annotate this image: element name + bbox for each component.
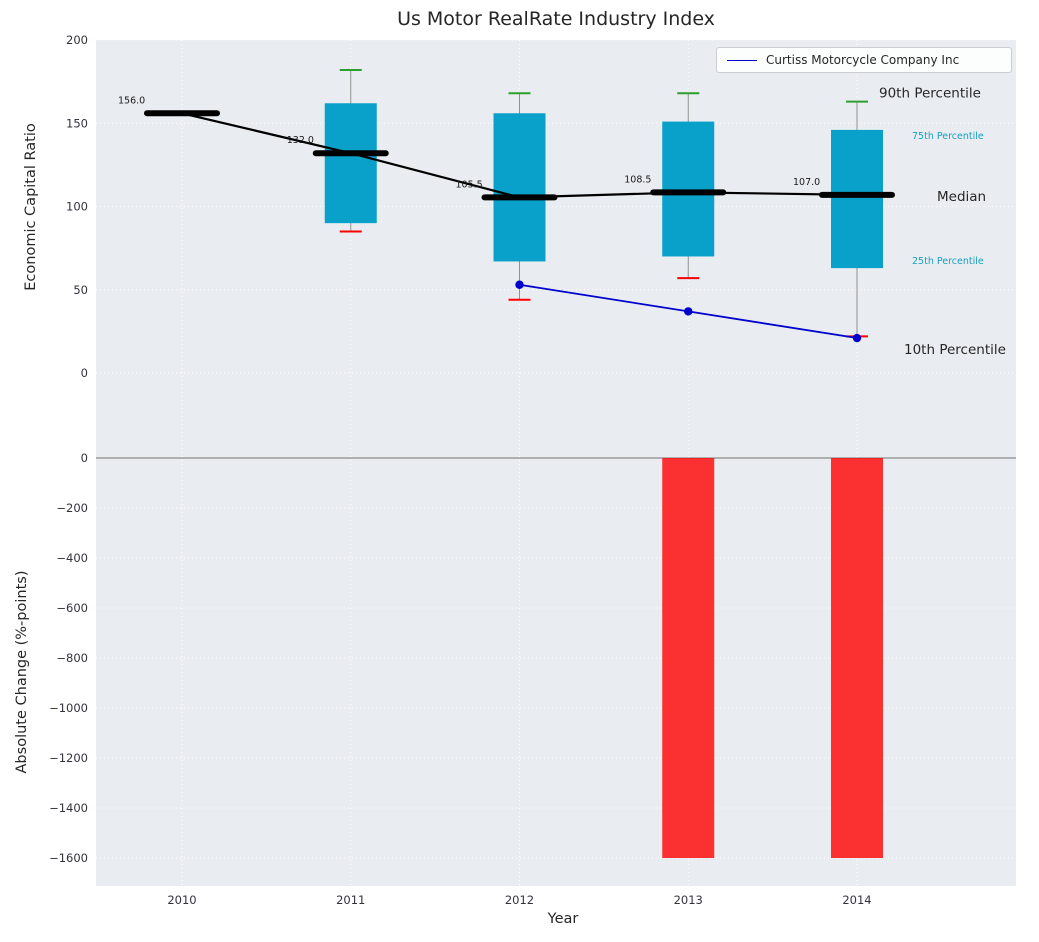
bottom-y-tick: −400 [56, 551, 88, 565]
median-value-label: 156.0 [118, 95, 145, 106]
top-y-tick: 100 [66, 200, 88, 214]
median-value-label: 108.5 [624, 174, 651, 185]
bottom-y-tick: 0 [81, 451, 88, 465]
median-value-label: 107.0 [793, 177, 820, 188]
change-bars [662, 458, 883, 858]
top-y-tick: 150 [66, 116, 88, 130]
top-y-axis-label: Economic Capital Ratio [23, 123, 39, 291]
annotation-q3: 75th Percentile [912, 131, 984, 142]
x-tick: 2012 [505, 893, 534, 907]
company-marker [515, 280, 524, 289]
median-trend-line [181, 112, 858, 199]
legend-line-sample [727, 59, 757, 61]
bottom-y-tick: −1200 [49, 751, 88, 765]
iqr-box [831, 129, 883, 269]
change-bar [662, 458, 715, 858]
annotation-whisker_high: 90th Percentile [879, 86, 981, 102]
x-tick: 2014 [842, 893, 871, 907]
top-y-tick: 200 [66, 33, 88, 47]
bottom-y-tick: −200 [56, 501, 88, 515]
bottom-y-tick: −1600 [49, 851, 88, 865]
legend-label: Curtiss Motorcycle Company Inc [766, 53, 960, 67]
bottom-y-axis-label: Absolute Change (%-points) [14, 570, 30, 774]
annotation-q1: 25th Percentile [912, 256, 984, 267]
company-marker [852, 333, 862, 343]
iqr-box [662, 121, 715, 257]
median-value-label: 105.5 [456, 179, 483, 190]
bottom-y-tick: −600 [56, 601, 88, 615]
median-value-label: 132.0 [287, 135, 314, 146]
bottom-y-tick: −1000 [49, 701, 88, 715]
x-tick: 2010 [167, 893, 196, 907]
top-y-tick: 0 [81, 366, 88, 380]
x-tick: 2011 [336, 893, 365, 907]
tick-labels: 200 150 100 50 0 0 −200 −400 −600 −800 −1000 −1200 −… [49, 33, 872, 907]
bottom-y-tick: −800 [56, 651, 88, 665]
annotation-company_last: 10th Percentile [904, 342, 1006, 358]
iqr-box [324, 103, 377, 224]
x-tick: 2013 [674, 893, 703, 907]
iqr-box [493, 113, 546, 262]
bottom-y-tick: −1400 [49, 801, 88, 815]
chart-title: Us Motor RealRate Industry Index [397, 8, 715, 30]
company-marker [684, 307, 693, 316]
annotation-median: Median [937, 189, 986, 205]
change-bar [831, 458, 883, 858]
x-axis-label: Year [547, 911, 579, 927]
legend: Curtiss Motorcycle Company Inc [716, 47, 1012, 73]
top-y-tick: 50 [73, 283, 88, 297]
